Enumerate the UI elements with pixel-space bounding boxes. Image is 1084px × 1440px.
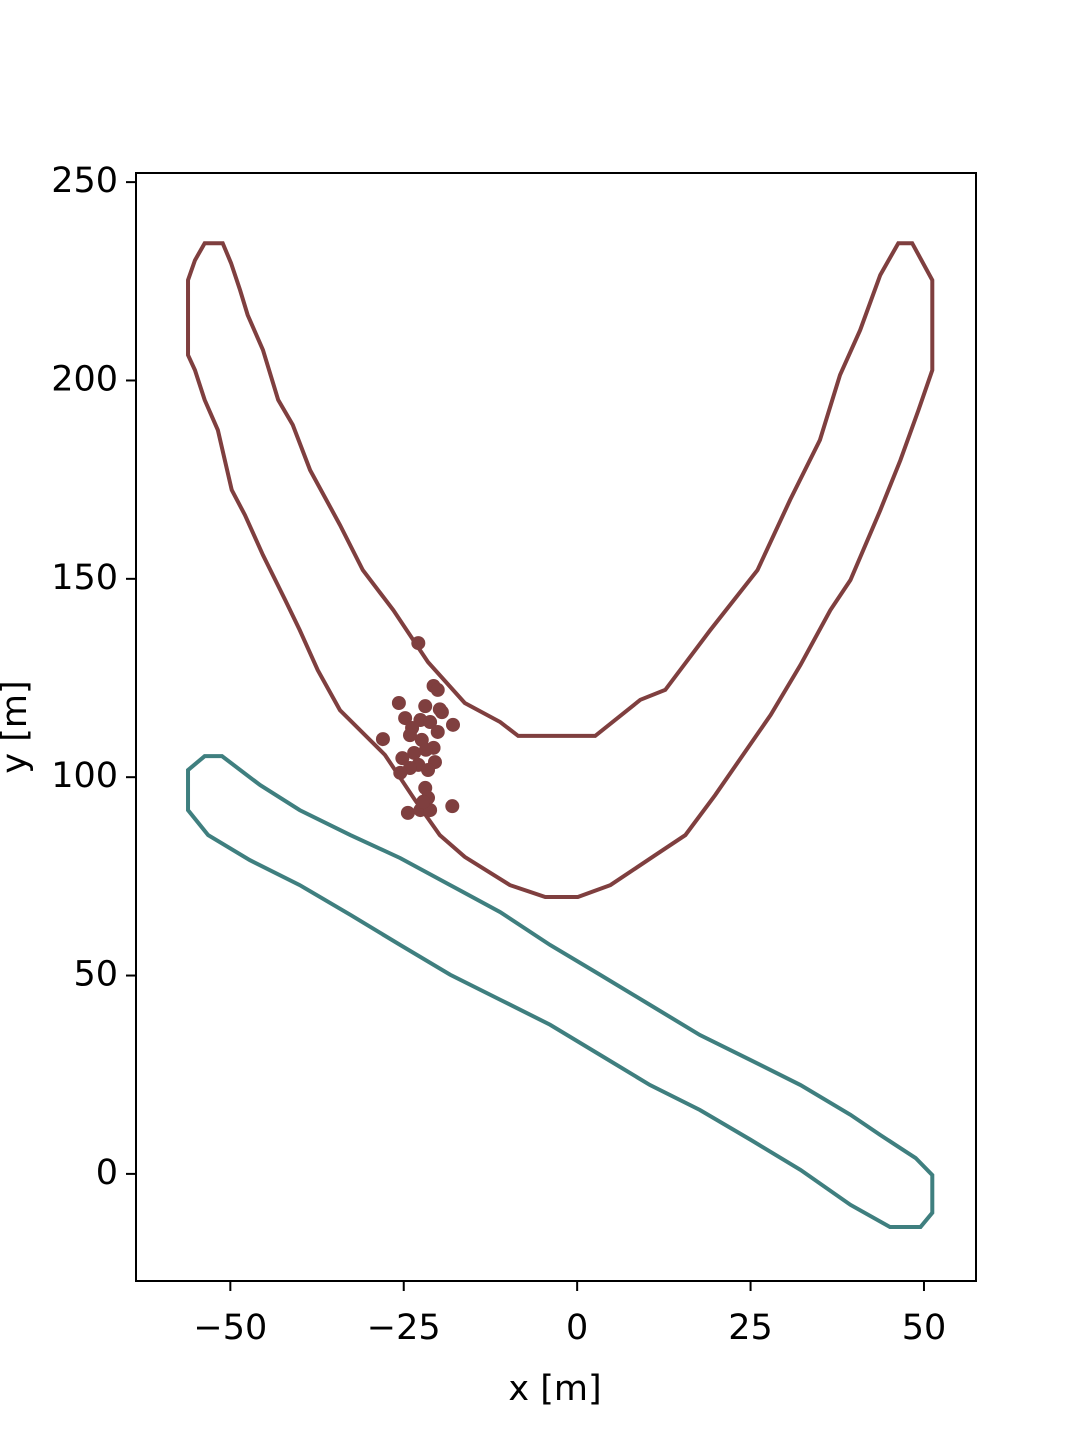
x-tick-label: 50	[902, 1308, 947, 1348]
scatter-point	[400, 805, 415, 820]
scatter-point	[395, 751, 410, 766]
contour	[186, 754, 935, 1230]
scatter-point	[375, 732, 390, 747]
y-tick-label: 150	[51, 558, 118, 598]
plot-frame	[135, 172, 977, 1282]
y-axis-label: y [m]	[0, 680, 35, 773]
y-tick-label: 50	[73, 955, 118, 995]
scatter-point	[423, 715, 438, 730]
y-tick-label: 100	[51, 756, 118, 796]
scatter-point	[430, 682, 445, 697]
scatter-point	[398, 711, 413, 726]
scatter-point	[418, 742, 433, 757]
scatter-point	[445, 717, 460, 732]
scatter-point	[391, 695, 406, 710]
x-axis-label: x [m]	[508, 1369, 601, 1409]
scatter-point	[402, 728, 417, 743]
contour	[186, 241, 935, 899]
scatter-point	[430, 724, 445, 739]
scatter-point	[416, 794, 431, 809]
x-tick-label: −50	[193, 1308, 267, 1348]
scatter-point	[445, 799, 460, 814]
scatter-point	[411, 636, 426, 651]
scatter-point	[407, 745, 422, 760]
scatter-point	[418, 699, 433, 714]
scatter-point	[421, 763, 436, 778]
scatter-point	[393, 765, 408, 780]
scatter-point	[432, 702, 447, 717]
y-tick-label: 250	[51, 161, 118, 201]
y-tick-label: 0	[96, 1153, 118, 1193]
x-tick-label: 0	[566, 1308, 588, 1348]
x-tick-label: 25	[728, 1308, 773, 1348]
y-tick-label: 200	[51, 359, 118, 399]
x-tick-label: −25	[367, 1308, 441, 1348]
